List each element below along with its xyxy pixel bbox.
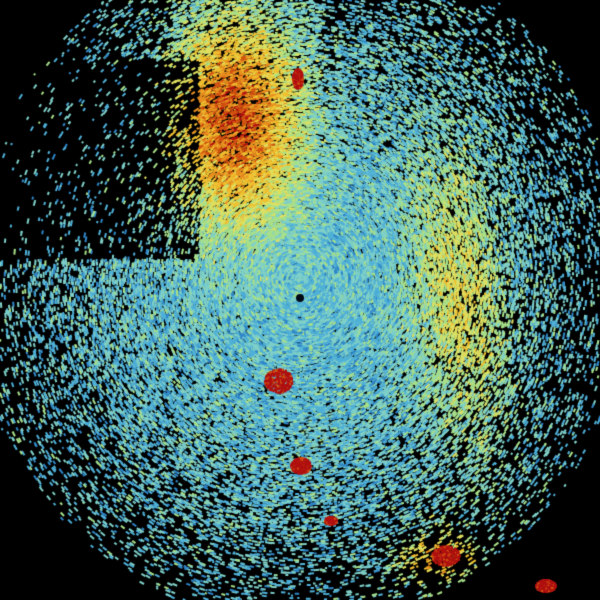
radar-image <box>0 0 600 600</box>
radar-reflectivity-canvas <box>0 0 600 600</box>
